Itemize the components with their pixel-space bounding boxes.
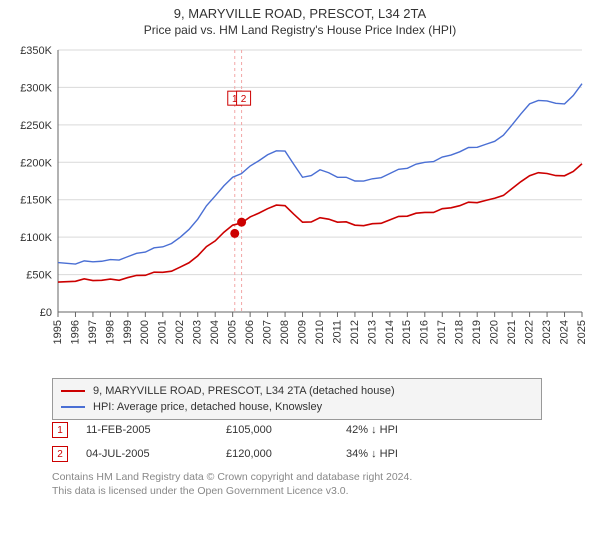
sale-price-1: £105,000 (226, 424, 346, 436)
svg-text:£350K: £350K (20, 45, 52, 57)
svg-text:1997: 1997 (87, 320, 99, 344)
svg-text:2008: 2008 (279, 320, 291, 344)
footnote: Contains HM Land Registry data © Crown c… (52, 470, 412, 498)
sale-row-2: 2 04-JUL-2005 £120,000 34% ↓ HPI (52, 442, 542, 466)
svg-text:2006: 2006 (244, 320, 256, 344)
footnote-line1: Contains HM Land Registry data © Crown c… (52, 470, 412, 484)
svg-text:£100K: £100K (20, 232, 52, 244)
svg-text:£150K: £150K (20, 195, 52, 207)
legend-swatch-blue (61, 406, 85, 408)
svg-text:2019: 2019 (471, 320, 483, 344)
svg-text:2016: 2016 (419, 320, 431, 344)
legend-box: 9, MARYVILLE ROAD, PRESCOT, L34 2TA (det… (52, 378, 542, 420)
svg-text:2013: 2013 (366, 320, 378, 344)
chart-container: 9, MARYVILLE ROAD, PRESCOT, L34 2TA Pric… (0, 0, 600, 560)
svg-text:2001: 2001 (157, 320, 169, 344)
svg-text:2025: 2025 (576, 320, 588, 344)
title-address: 9, MARYVILLE ROAD, PRESCOT, L34 2TA (0, 6, 600, 21)
sale-date-2: 04-JUL-2005 (86, 448, 226, 460)
svg-text:2011: 2011 (331, 320, 343, 344)
svg-text:1995: 1995 (52, 320, 64, 344)
svg-text:2012: 2012 (349, 320, 361, 344)
line-chart-svg: £0 £50K £100K £150K £200K £250K £300K £350K 1995… (10, 44, 590, 374)
svg-text:2007: 2007 (262, 320, 274, 344)
svg-text:2015: 2015 (401, 320, 413, 344)
svg-text:2017: 2017 (436, 320, 448, 344)
svg-text:2023: 2023 (541, 320, 553, 344)
chart-area: £0 £50K £100K £150K £200K £250K £300K £350K 1995… (10, 44, 590, 374)
svg-text:2018: 2018 (454, 320, 466, 344)
svg-text:2009: 2009 (296, 320, 308, 344)
title-subtitle: Price paid vs. HM Land Registry's House … (0, 23, 600, 37)
footnote-line2: This data is licensed under the Open Gov… (52, 484, 412, 498)
svg-text:£300K: £300K (20, 82, 52, 94)
svg-text:2002: 2002 (174, 320, 186, 344)
legend-row-red: 9, MARYVILLE ROAD, PRESCOT, L34 2TA (det… (61, 383, 533, 399)
svg-text:£250K: £250K (20, 120, 52, 132)
legend-label-red: 9, MARYVILLE ROAD, PRESCOT, L34 2TA (det… (93, 385, 395, 397)
svg-text:2003: 2003 (192, 320, 204, 344)
svg-text:2010: 2010 (314, 320, 326, 344)
svg-text:2021: 2021 (506, 320, 518, 344)
svg-text:2022: 2022 (524, 320, 536, 344)
sales-table: 1 11-FEB-2005 £105,000 42% ↓ HPI 2 04-JU… (52, 418, 542, 466)
svg-text:1998: 1998 (104, 320, 116, 344)
svg-text:1999: 1999 (122, 320, 134, 344)
svg-text:2020: 2020 (489, 320, 501, 344)
svg-text:2000: 2000 (139, 320, 151, 344)
sale-delta-1: 42% ↓ HPI (346, 424, 466, 436)
sale-marker-1: 1 (52, 422, 68, 438)
sale-marker-2: 2 (52, 446, 68, 462)
svg-text:2014: 2014 (384, 320, 396, 344)
svg-text:1996: 1996 (69, 320, 81, 344)
legend-row-blue: HPI: Average price, detached house, Know… (61, 399, 533, 415)
legend-swatch-red (61, 390, 85, 392)
svg-text:£50K: £50K (26, 270, 52, 282)
svg-text:2005: 2005 (227, 320, 239, 344)
title-block: 9, MARYVILLE ROAD, PRESCOT, L34 2TA Pric… (0, 0, 600, 39)
sale-row-1: 1 11-FEB-2005 £105,000 42% ↓ HPI (52, 418, 542, 442)
svg-text:2: 2 (241, 94, 247, 105)
legend-label-blue: HPI: Average price, detached house, Know… (93, 401, 322, 413)
sale-date-1: 11-FEB-2005 (86, 424, 226, 436)
sale-delta-2: 34% ↓ HPI (346, 448, 466, 460)
svg-text:2004: 2004 (209, 320, 221, 344)
sale-price-2: £120,000 (226, 448, 346, 460)
svg-text:2024: 2024 (558, 320, 570, 344)
svg-text:£200K: £200K (20, 157, 52, 169)
svg-text:£0: £0 (40, 307, 52, 319)
